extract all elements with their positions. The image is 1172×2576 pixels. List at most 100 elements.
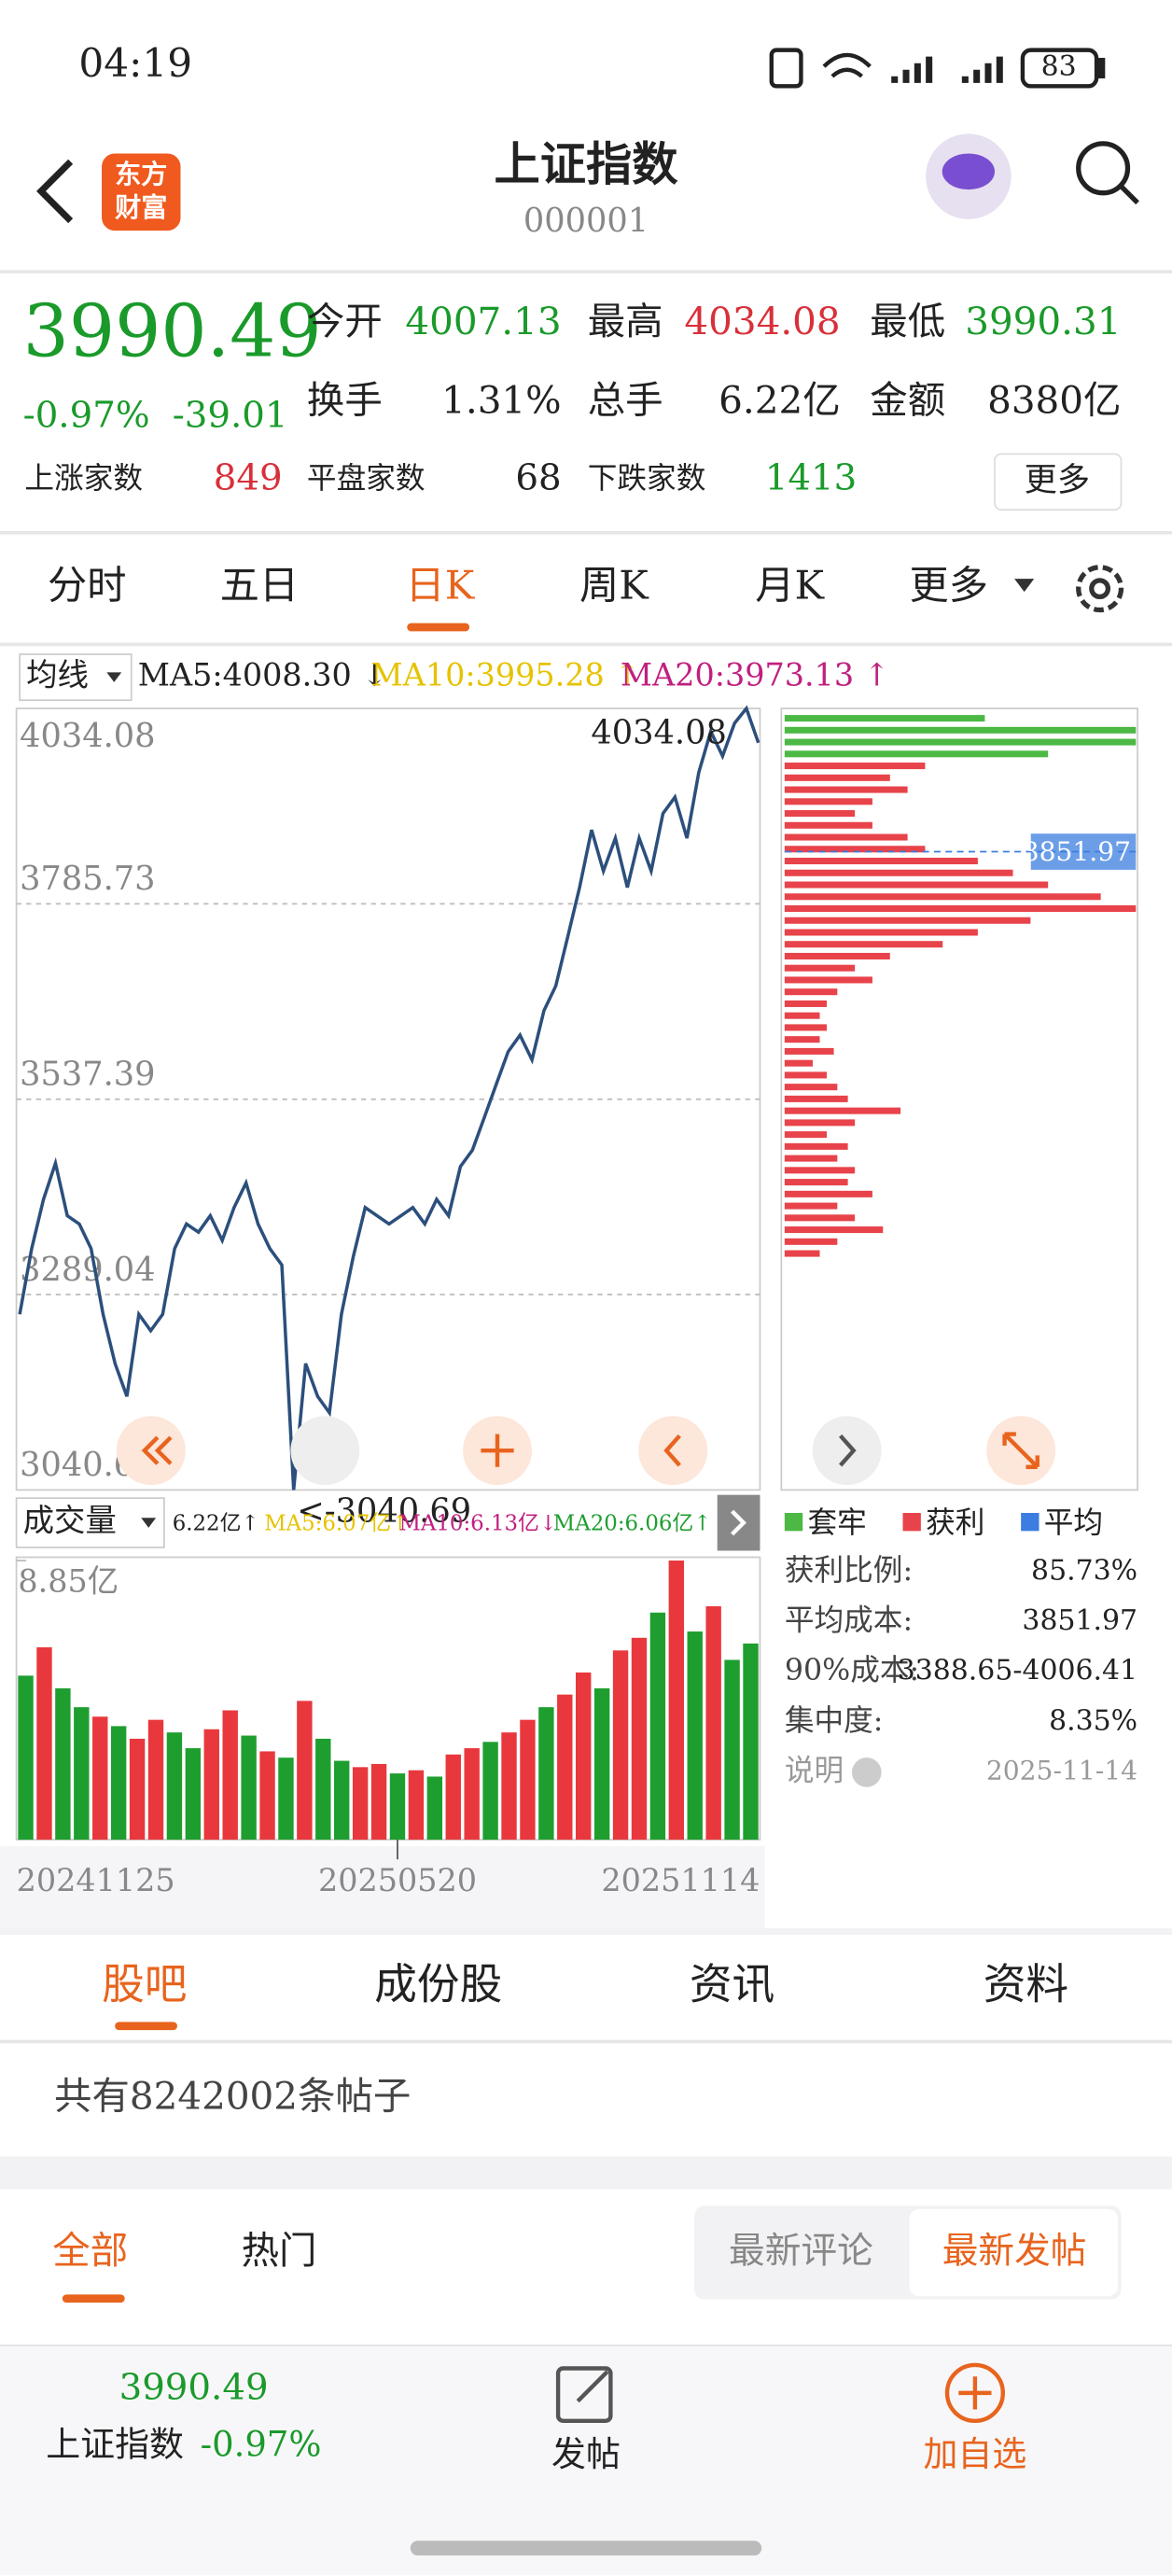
ma-items: MA5:4008.30 ↓MA10:3995.28 ↑MA20:3973.13 …	[138, 657, 890, 693]
field-value: 3990.31	[965, 299, 1121, 343]
field-value: 8380亿	[987, 377, 1121, 422]
add-watchlist-button[interactable]: 加自选	[924, 2434, 1027, 2474]
chip-bar	[784, 846, 926, 853]
volume-bar	[370, 1763, 387, 1841]
field-value: 1.31%	[441, 377, 561, 422]
stock-code: 000001	[523, 202, 649, 240]
volume-bar	[445, 1754, 461, 1841]
field-label: 金额	[870, 377, 945, 422]
tab-active[interactable]: 日K	[406, 563, 476, 609]
tab[interactable]: 五日	[220, 563, 299, 609]
nav-icon	[1002, 1432, 1039, 1469]
volume-legend-item: 6.22亿↑	[173, 1511, 259, 1535]
chip-bar	[784, 1226, 884, 1234]
nav-prev[interactable]	[638, 1416, 708, 1486]
y-tick-label: 4034.08	[20, 717, 155, 755]
more-button[interactable]	[994, 453, 1123, 511]
chip-stat-value: 3388.65-4006.41	[898, 1655, 1137, 1687]
volume-bar	[687, 1631, 703, 1841]
chip-stat-value: 8.35%	[1049, 1704, 1137, 1737]
divider	[0, 1928, 1172, 1936]
chip-bar	[784, 1179, 848, 1186]
post-count: 共有8242002条帖子	[54, 2073, 411, 2118]
app-logo[interactable]	[102, 153, 181, 231]
chip-bar	[784, 988, 838, 996]
tab[interactable]: 更多	[910, 563, 988, 609]
change: -39.01	[173, 395, 288, 437]
settings-button[interactable]	[1076, 565, 1124, 613]
tab[interactable]: 周K	[579, 563, 649, 609]
volume-select[interactable]	[15, 1497, 165, 1548]
filter-active[interactable]: 全部	[52, 2228, 128, 2273]
chip-stat-value: 85.73%	[1031, 1554, 1137, 1587]
chip-bar	[784, 1024, 828, 1031]
y-tick-label: 8.85亿	[18, 1563, 119, 1600]
tab[interactable]: 分时	[48, 563, 126, 609]
chip-stat-label: 平均成本:	[785, 1603, 913, 1637]
post-button[interactable]: 发帖	[551, 2434, 621, 2474]
volume-bar	[352, 1767, 369, 1841]
chip-bar	[784, 763, 926, 770]
nav-icon	[141, 1435, 173, 1465]
average-cost-label: 3851.97	[1023, 836, 1131, 867]
x-tick-label: 20251114	[601, 1862, 760, 1898]
date-axis-bg	[0, 1846, 765, 1929]
volume-bar	[36, 1646, 52, 1841]
chip-bar	[784, 857, 978, 865]
tab-active[interactable]: 股吧	[102, 1959, 187, 2009]
chip-bar	[784, 1107, 901, 1114]
max-annotation: 4034.08	[591, 714, 726, 752]
nav-next[interactable]	[812, 1416, 882, 1486]
y-tick-label: 3289.04	[20, 1251, 155, 1289]
filter[interactable]: 热门	[242, 2228, 317, 2273]
chip-bar	[784, 904, 1137, 913]
breadth-label: 平盘家数	[307, 462, 426, 496]
tab[interactable]: 成份股	[374, 1959, 502, 2009]
bottom-change: -0.97%	[201, 2424, 322, 2464]
volume-bar	[259, 1751, 275, 1841]
chip-date: 2025-11-14	[986, 1755, 1137, 1785]
tab[interactable]: 资讯	[690, 1959, 774, 2009]
chip-bar	[784, 1071, 828, 1079]
battery-level: 83	[1041, 50, 1077, 83]
volume-bar	[705, 1606, 721, 1841]
field-label: 最高	[588, 299, 663, 343]
chip-bar	[784, 1119, 856, 1127]
chip-bar	[784, 738, 1137, 746]
chip-bar	[784, 810, 856, 818]
chip-stat-label: 获利比例:	[785, 1554, 913, 1588]
nav-rewind[interactable]	[116, 1416, 186, 1486]
volume-bar	[520, 1719, 536, 1841]
bottom-price: 3990.49	[119, 2366, 269, 2408]
field-label: 今开	[307, 299, 383, 343]
chip-bar	[784, 786, 908, 793]
sort-option[interactable]: 最新评论	[729, 2230, 873, 2272]
volume-bar	[203, 1729, 219, 1841]
tab[interactable]: 月K	[755, 563, 825, 609]
volume-chart-frame	[15, 1556, 761, 1841]
filter-underline	[62, 2294, 125, 2303]
y-tick-label: 3537.39	[20, 1056, 155, 1094]
volume-bar	[74, 1707, 90, 1841]
field-value: 4007.13	[405, 299, 561, 343]
info-icon	[851, 1757, 882, 1787]
tab[interactable]: 资料	[984, 1959, 1068, 2009]
last-price: 3990.49	[23, 289, 322, 373]
search-button[interactable]	[1076, 141, 1139, 205]
back-button[interactable]	[36, 159, 74, 224]
chip-bar	[784, 1190, 872, 1197]
chip-bar	[784, 1131, 828, 1139]
volume-bar	[55, 1687, 71, 1841]
bottom-name: 上证指数	[46, 2424, 184, 2464]
expand-button[interactable]	[717, 1494, 760, 1551]
sort-option-active[interactable]: 最新发帖	[942, 2230, 1087, 2272]
breadth-label: 下跌家数	[588, 462, 706, 496]
volume-bar	[18, 1675, 34, 1841]
chip-bar	[784, 750, 1049, 758]
volume-bar	[501, 1732, 517, 1841]
chip-bar	[784, 821, 872, 829]
nav-zoom-out[interactable]	[290, 1416, 360, 1486]
chip-bar	[784, 833, 908, 841]
breadth-value: 1413	[765, 457, 857, 499]
